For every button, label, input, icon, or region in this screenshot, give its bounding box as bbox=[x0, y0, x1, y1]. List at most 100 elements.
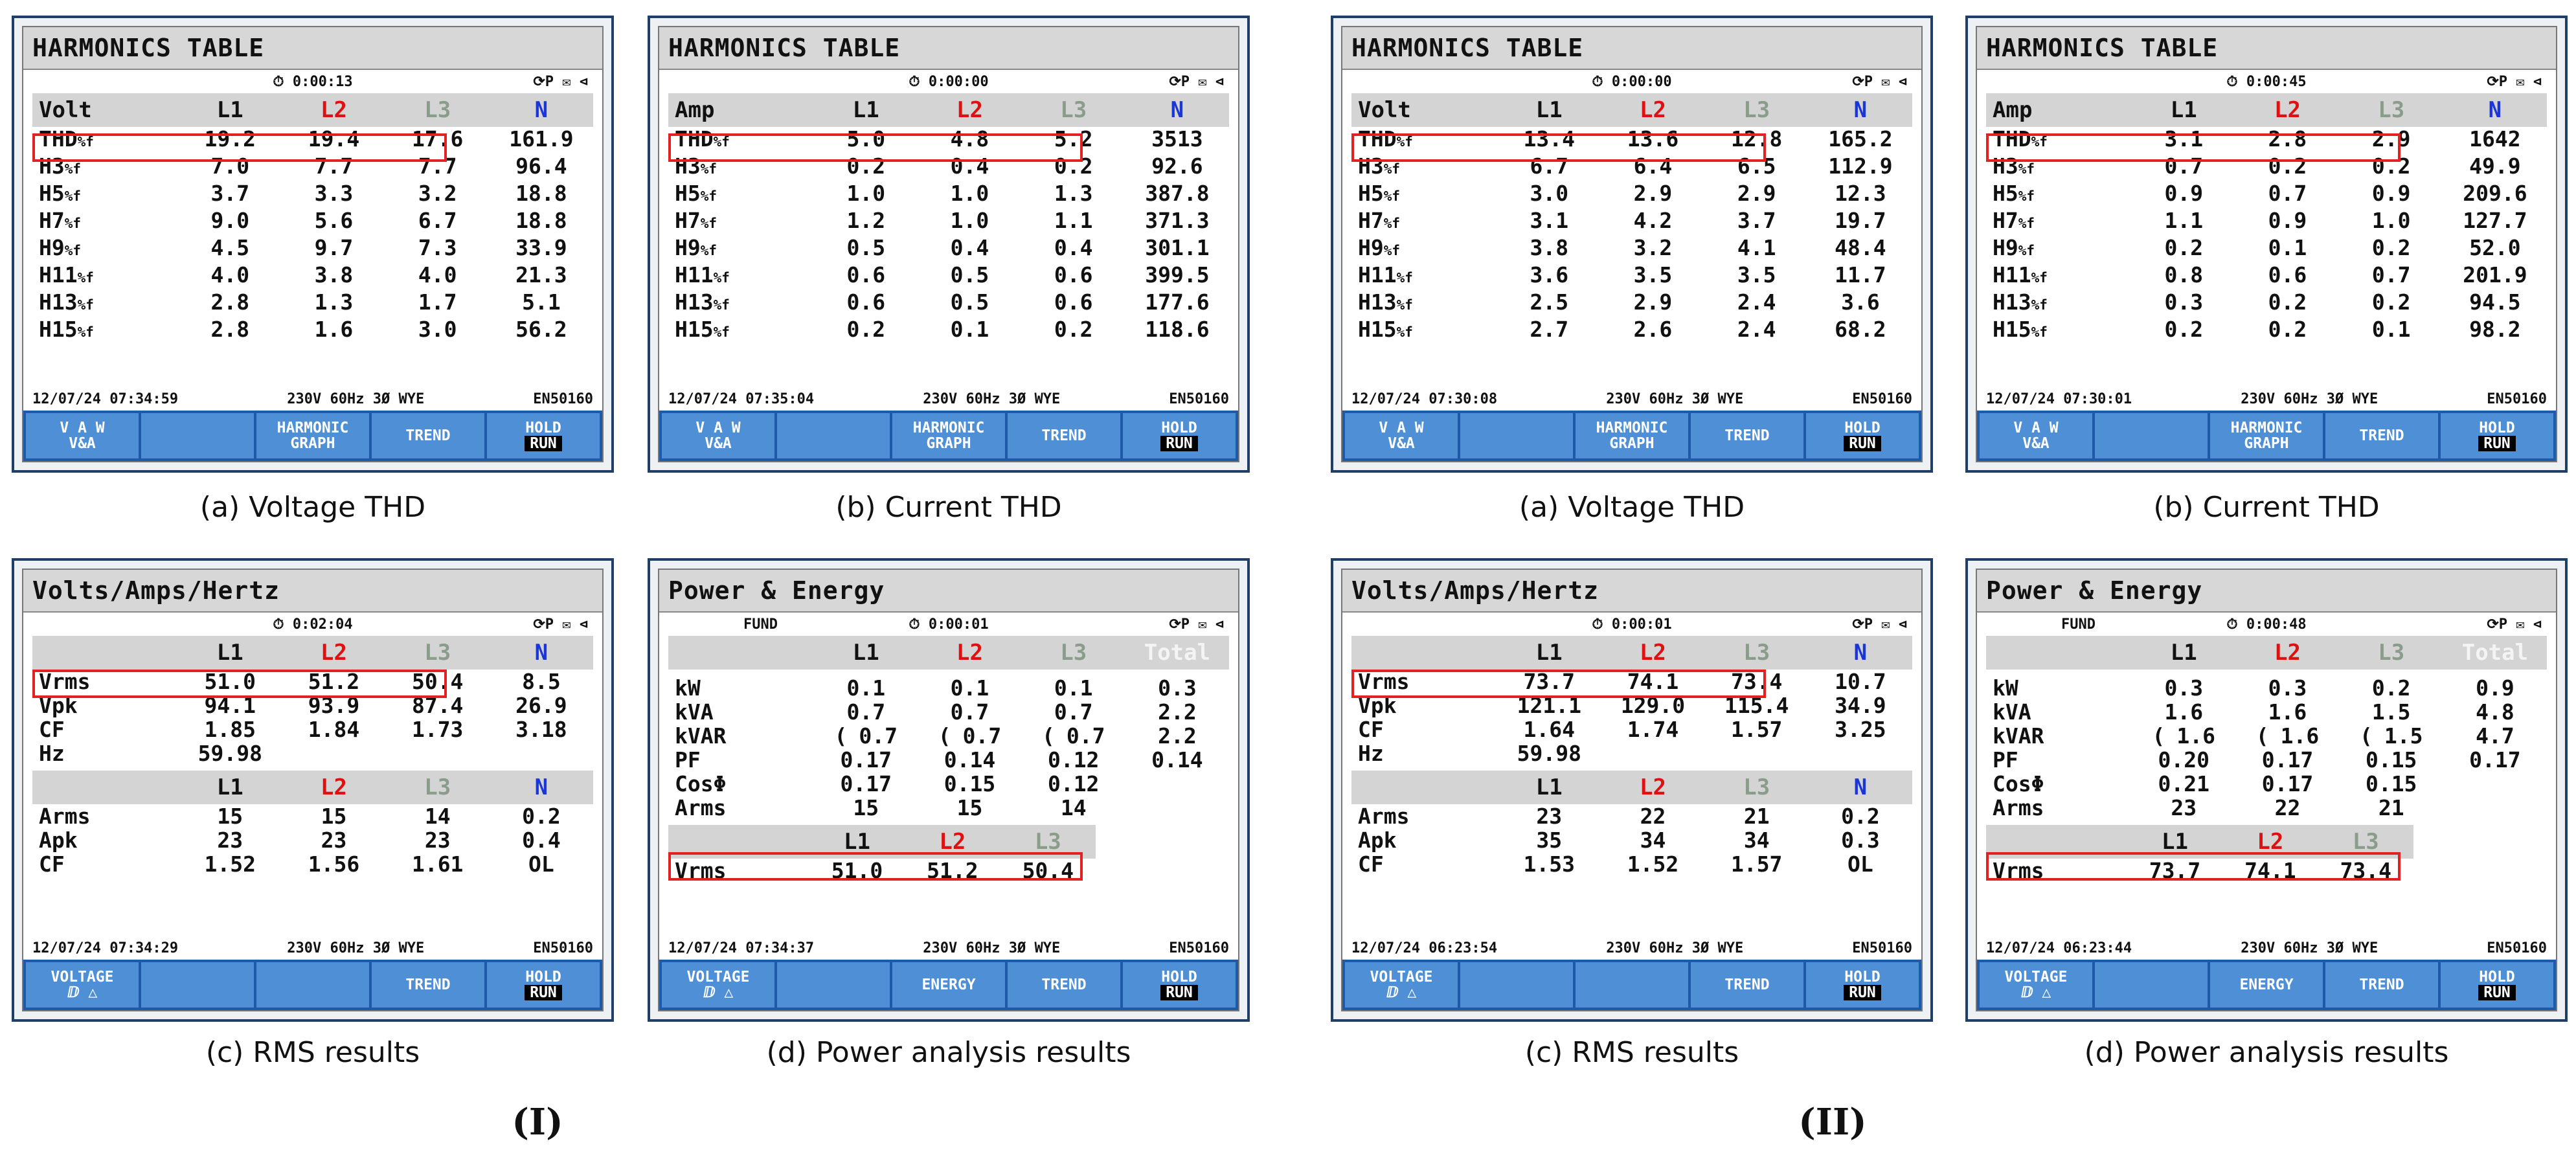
row-label: H9%f bbox=[675, 235, 717, 260]
timer-icon: ⏱ bbox=[2226, 74, 2238, 90]
value-n: 8.5 bbox=[522, 669, 561, 694]
softkey-hold-run[interactable]: HOLD RUN bbox=[487, 413, 600, 458]
col-l1: L1 bbox=[852, 97, 879, 123]
footer-line: 12/07/24 07:35:04 230V 60Hz 3Ø WYE EN501… bbox=[659, 389, 1238, 411]
unit-label: Amp bbox=[675, 97, 715, 123]
softkey-empty[interactable] bbox=[256, 962, 369, 1008]
row-label: H3%f bbox=[39, 153, 82, 179]
softkey-hold-run[interactable]: HOLD RUN bbox=[1123, 413, 1236, 458]
softkey-voltage[interactable]: VOLTAGE ⅅ △ bbox=[1345, 962, 1458, 1008]
softkey-voltage[interactable]: VOLTAGE ⅅ △ bbox=[1980, 962, 2092, 1008]
softkey-trend[interactable]: TREND bbox=[1008, 962, 1120, 1008]
power-header: L1 L2 L3 Total bbox=[1986, 636, 2547, 670]
table-row: H9%f 0.5 0.4 0.4 301.1 bbox=[668, 236, 1229, 263]
softkey-harmonic-graph[interactable]: HARMONIC GRAPH bbox=[892, 413, 1005, 458]
value-l2: 5.6 bbox=[314, 208, 354, 233]
softkey-hold-run[interactable]: HOLD RUN bbox=[1806, 962, 1919, 1008]
softkey-empty[interactable] bbox=[777, 413, 890, 458]
table-row: Arms 23 22 21 bbox=[1986, 796, 2547, 820]
table-row: PF 0.17 0.14 0.12 0.14 bbox=[668, 748, 1229, 772]
value-t: 2.2 bbox=[1158, 723, 1197, 749]
value-n: 201.9 bbox=[2463, 262, 2527, 287]
screen-voltage-thd-ii: HARMONICS TABLE ⏱ 0:00:00 ⟳P ✉ ⊲ Volt L1… bbox=[1331, 16, 1933, 473]
softkey-vaw[interactable]: V A W V&A bbox=[1345, 413, 1458, 458]
softkey-trend[interactable]: TREND bbox=[2325, 413, 2438, 458]
softkey-empty[interactable] bbox=[777, 962, 890, 1008]
value-l3: 1.7 bbox=[418, 289, 457, 315]
value-n bbox=[1809, 741, 1912, 765]
softkey-hold-run[interactable]: HOLD RUN bbox=[487, 962, 600, 1008]
softkey-harmonic-graph[interactable]: HARMONIC GRAPH bbox=[2210, 413, 2323, 458]
value-l2: 0.7 bbox=[2268, 181, 2307, 206]
standard-label: EN50160 bbox=[1169, 940, 1229, 956]
value-l2: 0.1 bbox=[950, 317, 989, 342]
value-l3: 21 bbox=[1743, 804, 1770, 829]
softkey-harmonic-graph[interactable]: HARMONIC GRAPH bbox=[256, 413, 369, 458]
softkey-trend[interactable]: TREND bbox=[1691, 962, 1803, 1008]
value-l3: 0.1 bbox=[2371, 317, 2411, 342]
screen-display: HARMONICS TABLE ⏱ 0:00:00 ⟳P ✉ ⊲ Amp L1 … bbox=[658, 26, 1239, 462]
softkey-hold-run[interactable]: HOLD RUN bbox=[2441, 413, 2553, 458]
table-row: Arms 15 15 14 0.2 bbox=[32, 804, 593, 828]
standard-label: EN50160 bbox=[1169, 391, 1229, 407]
fund-label: FUND bbox=[2061, 616, 2096, 633]
softkey-voltage[interactable]: VOLTAGE ⅅ △ bbox=[26, 962, 139, 1008]
value-l1: 1.0 bbox=[846, 181, 886, 206]
table-row: CF 1.52 1.56 1.61 OL bbox=[32, 852, 593, 876]
softkey-trend[interactable]: TREND bbox=[1691, 413, 1803, 458]
softkey-empty[interactable] bbox=[1460, 962, 1573, 1008]
screen-title: HARMONICS TABLE bbox=[1342, 27, 1921, 70]
row-label: H13%f bbox=[1358, 289, 1413, 315]
col-total: Total bbox=[2461, 640, 2529, 666]
softkey-energy[interactable]: ENERGY bbox=[892, 962, 1005, 1008]
value-l3: 0.6 bbox=[1054, 262, 1093, 287]
softkey-harmonic-graph[interactable]: HARMONIC GRAPH bbox=[1576, 413, 1688, 458]
softkey-hold-run[interactable]: HOLD RUN bbox=[2441, 962, 2553, 1008]
footer-line: 12/07/24 07:34:29 230V 60Hz 3Ø WYE EN501… bbox=[23, 938, 602, 960]
softkey-empty[interactable] bbox=[141, 413, 254, 458]
softkey-trend[interactable]: TREND bbox=[2325, 962, 2438, 1008]
table-row: H7%f 9.0 5.6 6.7 18.8 bbox=[32, 209, 593, 236]
softkey-energy[interactable]: ENERGY bbox=[2210, 962, 2323, 1008]
softkey-hold-run[interactable]: HOLD RUN bbox=[1123, 962, 1236, 1008]
value-l1: 4.5 bbox=[210, 235, 250, 260]
standard-label: EN50160 bbox=[2487, 940, 2547, 956]
table-row: Vrms 51.0 51.2 50.4 8.5 bbox=[32, 670, 593, 693]
softkey-empty[interactable] bbox=[141, 962, 254, 1008]
status-icons: ⟳P ✉ ⊲ bbox=[1852, 74, 1907, 90]
row-label: H15%f bbox=[675, 317, 730, 342]
elapsed-timer: ⏱ 0:02:04 bbox=[273, 616, 353, 633]
value-l2 bbox=[1601, 741, 1704, 765]
softkey-trend[interactable]: TREND bbox=[372, 413, 484, 458]
value-l2: 4.8 bbox=[950, 126, 989, 152]
table-row: PF 0.20 0.17 0.15 0.17 bbox=[1986, 748, 2547, 772]
value-n: 52.0 bbox=[2469, 235, 2521, 260]
softkey-trend[interactable]: TREND bbox=[1008, 413, 1120, 458]
value-l3: 34 bbox=[1743, 828, 1770, 853]
voltage-header: L1 L2 L3 N bbox=[1351, 636, 1912, 670]
table-rows: THD%f 3.1 2.8 2.9 1642 H3%f 0.7 0.2 0.2 49.9 H5%f 0… bbox=[1977, 127, 2556, 344]
softkey-empty[interactable] bbox=[2095, 962, 2208, 1008]
col-l1: L1 bbox=[216, 640, 243, 666]
row-label: H9%f bbox=[39, 235, 82, 260]
softkey-empty[interactable] bbox=[1576, 962, 1688, 1008]
value-n: 0.4 bbox=[522, 828, 561, 853]
value-l2: 1.74 bbox=[1627, 717, 1679, 742]
value-l1: 51.0 bbox=[204, 669, 256, 694]
value-l2: 19.4 bbox=[308, 126, 360, 152]
value-l2: 0.4 bbox=[950, 153, 989, 179]
softkey-trend[interactable]: TREND bbox=[372, 962, 484, 1008]
value-l2: 0.6 bbox=[2268, 262, 2307, 287]
softkey-vaw[interactable]: V A W V&A bbox=[662, 413, 774, 458]
softkey-empty[interactable] bbox=[2095, 413, 2208, 458]
screen-title: HARMONICS TABLE bbox=[1977, 27, 2556, 70]
softkey-vaw[interactable]: V A W V&A bbox=[26, 413, 139, 458]
softkey-empty[interactable] bbox=[1460, 413, 1573, 458]
value-l3: 1.61 bbox=[411, 851, 464, 877]
softkey-voltage[interactable]: VOLTAGE ⅅ △ bbox=[662, 962, 774, 1008]
footer-line: 12/07/24 06:23:54 230V 60Hz 3Ø WYE EN501… bbox=[1342, 938, 1921, 960]
softkey-vaw[interactable]: V A W V&A bbox=[1980, 413, 2092, 458]
table-row: H11%f 0.8 0.6 0.7 201.9 bbox=[1986, 263, 2547, 290]
softkey-hold-run[interactable]: HOLD RUN bbox=[1806, 413, 1919, 458]
value-t: 0.14 bbox=[1151, 747, 1203, 772]
